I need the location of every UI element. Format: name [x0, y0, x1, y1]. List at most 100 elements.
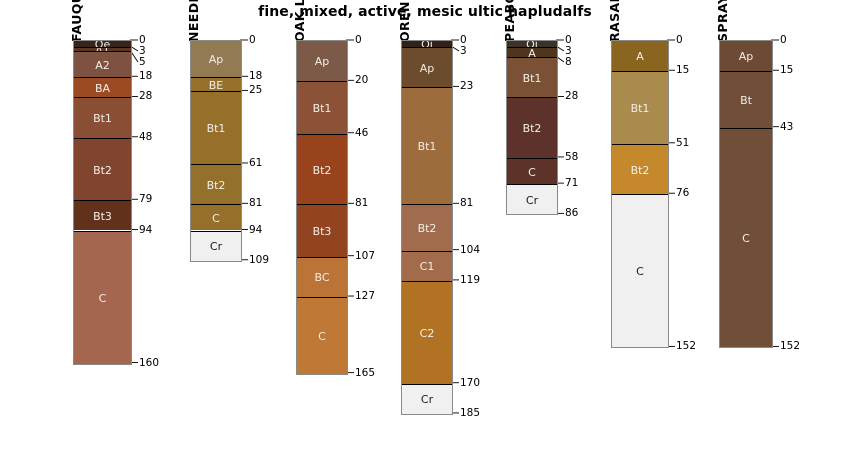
horizon-label: Bt1	[93, 112, 112, 126]
horizon-label: Bt2	[206, 178, 226, 192]
horizon[interactable]: Ap	[191, 41, 241, 78]
horizon-label: Ap	[314, 54, 330, 68]
depth-label: 0	[249, 34, 256, 46]
horizon[interactable]: Oi	[402, 41, 452, 48]
horizon[interactable]: Ap	[402, 47, 452, 88]
depth-label: 76	[676, 187, 690, 200]
horizon[interactable]: C	[297, 297, 347, 374]
horizon[interactable]: Oi	[507, 41, 557, 48]
depth-label: 71	[565, 177, 579, 190]
depth-label: 0	[355, 34, 362, 46]
depth-label: 0	[780, 34, 787, 46]
horizon[interactable]: C	[612, 194, 668, 348]
horizon-label: C	[98, 291, 107, 305]
depth-label: 3	[565, 45, 572, 57]
horizon[interactable]: BA	[74, 77, 131, 98]
depth-label: 0	[460, 34, 467, 46]
profile-column: OiA Bt1 Bt2 C Cr	[506, 40, 558, 216]
horizon-label: Bt1	[522, 71, 542, 85]
depth-label: 79	[139, 193, 153, 206]
horizon[interactable]: C2	[402, 280, 452, 384]
horizon[interactable]: Cr	[191, 230, 241, 261]
horizon[interactable]: Bt2	[191, 163, 241, 205]
horizon-label: Ap	[208, 52, 224, 66]
profile-column: A Bt1 Bt2 C	[611, 40, 669, 349]
profile-name-needmore: NEEDMORE	[186, 0, 201, 42]
horizon[interactable]: Bt3	[297, 204, 347, 257]
horizon[interactable]: Bt1	[191, 91, 241, 164]
profile-name-oak-level: OAK LEVEL	[292, 0, 307, 42]
horizon-label: Bt2	[630, 163, 650, 177]
depth-label: 28	[139, 90, 153, 103]
horizon[interactable]: Bt1	[74, 97, 131, 138]
horizon[interactable]: Bt1	[612, 71, 668, 144]
horizon-label: Bt3	[312, 224, 332, 238]
depth-label: 81	[355, 197, 369, 210]
depth-label: 81	[460, 197, 474, 210]
horizon[interactable]: BC	[297, 256, 347, 298]
horizon[interactable]: Bt2	[612, 143, 668, 195]
profile-name-rasalo: RASALO	[607, 0, 622, 42]
horizon[interactable]: Bt2	[297, 133, 347, 205]
depth-label: 81	[249, 197, 263, 210]
horizon-label: C	[528, 165, 536, 179]
horizon[interactable]: Ap	[297, 41, 347, 82]
horizon-label: Ap	[419, 61, 435, 75]
depth-label: 5	[139, 56, 146, 68]
horizon[interactable]: Bt1	[507, 57, 557, 98]
depth-label: 152	[676, 340, 697, 353]
horizon[interactable]: Bt1	[297, 81, 347, 134]
horizon[interactable]: C	[191, 204, 241, 231]
depth-label: 94	[249, 223, 263, 236]
depth-label: 58	[565, 150, 579, 163]
horizon-label: Cr	[420, 393, 434, 407]
horizon[interactable]: C1	[402, 250, 452, 281]
page-title: fine, mixed, active, mesic ultic hapluda…	[258, 4, 592, 20]
depth-label: 170	[460, 376, 481, 389]
horizon[interactable]: Bt1	[402, 87, 452, 205]
horizon[interactable]: C	[74, 230, 131, 364]
horizon[interactable]: A2	[74, 51, 131, 78]
horizon-label: A	[636, 49, 644, 63]
horizon-label: Oi	[507, 41, 557, 47]
depth-label: 160	[139, 356, 160, 369]
profile-name-peabody: PEABODY	[502, 0, 517, 42]
horizon-label: Bt3	[93, 209, 112, 223]
horizon[interactable]: Oe	[74, 41, 131, 48]
depth-label: 48	[139, 130, 153, 143]
profile-column: OeA1 A2 BA Bt1 Bt2 Bt3 C	[73, 40, 132, 365]
horizon[interactable]: Bt	[720, 71, 772, 128]
horizon[interactable]: A	[507, 47, 557, 58]
horizon[interactable]: Bt3	[74, 200, 131, 231]
horizon[interactable]: A1	[74, 47, 131, 52]
profile-column: Ap BE Bt1 Bt2 C Cr	[190, 40, 242, 262]
horizon[interactable]: Cr	[402, 383, 452, 414]
horizon-label: Bt2	[93, 163, 112, 177]
horizon[interactable]: Cr	[507, 184, 557, 215]
horizon[interactable]: A	[612, 41, 668, 72]
depth-label: 165	[355, 366, 376, 379]
horizon-label: C	[212, 211, 220, 225]
horizon-label: Cr	[209, 240, 223, 254]
horizon-label: Cr	[525, 193, 539, 207]
horizon[interactable]: Bt2	[402, 204, 452, 251]
horizon-label: Bt2	[417, 221, 437, 235]
horizon-label: A2	[95, 58, 110, 72]
depth-label: 94	[139, 223, 153, 236]
depth-label: 18	[139, 70, 153, 83]
horizon[interactable]: C	[507, 157, 557, 185]
depth-label: 119	[460, 273, 481, 286]
profile-column: Oi Ap Bt1 Bt2 C1 C2 Cr	[401, 40, 453, 415]
horizon-label: C	[742, 232, 750, 246]
horizon[interactable]: Ap	[720, 41, 772, 72]
horizon-label: Bt1	[417, 140, 437, 154]
depth-label: 127	[355, 290, 376, 303]
horizon-label: Bt2	[312, 163, 332, 177]
horizon[interactable]: Bt2	[74, 137, 131, 201]
horizon[interactable]: C	[720, 127, 772, 348]
horizon-label: C	[318, 329, 326, 343]
horizon[interactable]: Bt2	[507, 97, 557, 158]
depth-label: 185	[460, 406, 481, 419]
horizon[interactable]: BE	[191, 77, 241, 92]
depth-label: 51	[676, 136, 690, 149]
